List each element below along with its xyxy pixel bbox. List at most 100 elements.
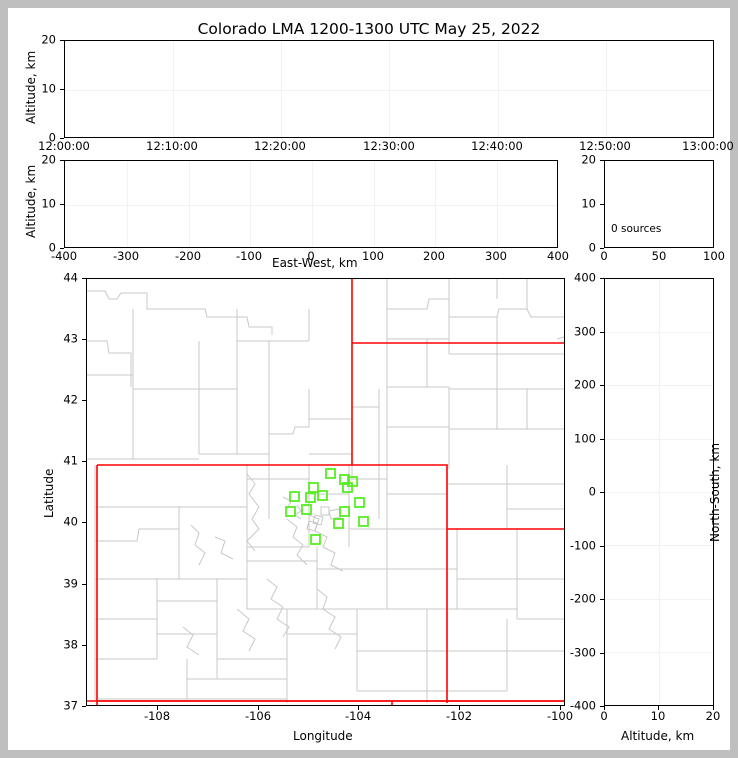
tick: [82, 522, 86, 523]
ytick-label: 37: [63, 698, 78, 713]
tick: [82, 339, 86, 340]
ytick-label: 10: [581, 196, 596, 211]
tick: [82, 706, 86, 707]
tick: [258, 706, 259, 710]
tick: [600, 653, 604, 654]
ytick-label: 0: [588, 240, 596, 255]
state-boundaries: [87, 279, 564, 705]
gridline: [189, 161, 190, 247]
xtick-label: -104: [344, 709, 372, 723]
panel-time-vs-altitude: [64, 40, 714, 138]
xtick-label: 12:00:00: [38, 139, 90, 153]
xtick-label: 400: [547, 249, 569, 263]
xtick-label: -100: [546, 709, 574, 723]
tick: [658, 706, 659, 710]
tick: [600, 706, 604, 707]
gridline: [498, 41, 499, 137]
gridline: [435, 161, 436, 247]
ytick-label: 100: [574, 431, 596, 446]
ytick-label: -200: [569, 591, 596, 606]
ytick-label: -100: [569, 538, 596, 553]
axis-label-altitude-ns: Altitude, km: [621, 729, 695, 743]
xtick-label: 10: [650, 709, 666, 723]
gridline: [312, 161, 313, 247]
tick: [600, 439, 604, 440]
map-geography: [87, 279, 564, 705]
tick: [600, 248, 604, 249]
tick: [60, 248, 64, 249]
xtick-label: -108: [143, 709, 171, 723]
ytick-label: 43: [63, 331, 78, 346]
gridline: [374, 161, 375, 247]
xtick-label: 0: [600, 249, 608, 263]
tick: [82, 278, 86, 279]
panel-source-histogram: 0 sources: [604, 160, 714, 248]
ytick-label: 300: [574, 324, 596, 339]
ytick-label: 0: [588, 484, 596, 499]
tick: [600, 278, 604, 279]
gridline: [65, 205, 557, 206]
gridline: [605, 545, 713, 546]
ytick-label: 0: [48, 130, 56, 145]
ytick-label: 10: [41, 81, 56, 96]
xtick-label: 300: [485, 249, 507, 263]
axis-label-east-west: East-West, km: [272, 256, 358, 270]
tick: [560, 706, 561, 710]
tick: [600, 492, 604, 493]
gridline: [250, 161, 251, 247]
gridline: [605, 599, 713, 600]
xtick-label: 200: [423, 249, 445, 263]
tick: [713, 706, 714, 710]
xtick-label: -400: [50, 249, 78, 263]
gridline: [605, 652, 713, 653]
county-boundaries: [87, 279, 564, 703]
gridline: [605, 385, 713, 386]
ytick-label: 20: [581, 152, 596, 167]
ytick-label: 400: [574, 270, 596, 285]
tick: [60, 40, 64, 41]
xtick-label: -100: [235, 249, 263, 263]
ytick-label: 20: [41, 152, 56, 167]
xtick-label: 12:50:00: [579, 139, 631, 153]
xtick-label: 12:10:00: [146, 139, 198, 153]
xtick-label: 12:20:00: [254, 139, 306, 153]
xtick-label: 13:00:00: [682, 139, 734, 153]
tick: [600, 160, 604, 161]
ytick-label: 40: [63, 514, 78, 529]
gridline: [281, 41, 282, 137]
tick: [600, 546, 604, 547]
axis-label-altitude: Altitude, km: [24, 164, 38, 238]
ytick-label: 44: [63, 270, 78, 285]
gridline: [605, 492, 713, 493]
lma-station-markers: [285, 468, 369, 545]
xtick-label: 100: [362, 249, 384, 263]
ytick-label: 200: [574, 377, 596, 392]
ytick-label: 42: [63, 392, 78, 407]
tick: [459, 706, 460, 710]
tick: [157, 706, 158, 710]
xtick-label: 12:30:00: [363, 139, 415, 153]
ytick-label: 0: [48, 240, 56, 255]
page-title: Colorado LMA 1200-1300 UTC May 25, 2022: [197, 20, 541, 38]
gridline: [605, 439, 713, 440]
tick: [82, 584, 86, 585]
tick: [82, 645, 86, 646]
tick: [60, 138, 64, 139]
tick: [600, 332, 604, 333]
gridline: [606, 41, 607, 137]
tick: [60, 160, 64, 161]
xtick-label: -200: [174, 249, 202, 263]
source-count-label: 0 sources: [611, 223, 662, 235]
xtick-label: -300: [112, 249, 140, 263]
ytick-label: -300: [569, 645, 596, 660]
tick: [82, 400, 86, 401]
panel-north-south-vs-altitude: [604, 278, 714, 706]
gridline: [497, 161, 498, 247]
xtick-label: 0: [307, 249, 315, 263]
ytick-label: 38: [63, 637, 78, 652]
tick: [60, 89, 64, 90]
tick: [82, 461, 86, 462]
gridline: [127, 161, 128, 247]
xtick-label: 12:40:00: [471, 139, 523, 153]
xtick-label: 50: [651, 249, 667, 263]
